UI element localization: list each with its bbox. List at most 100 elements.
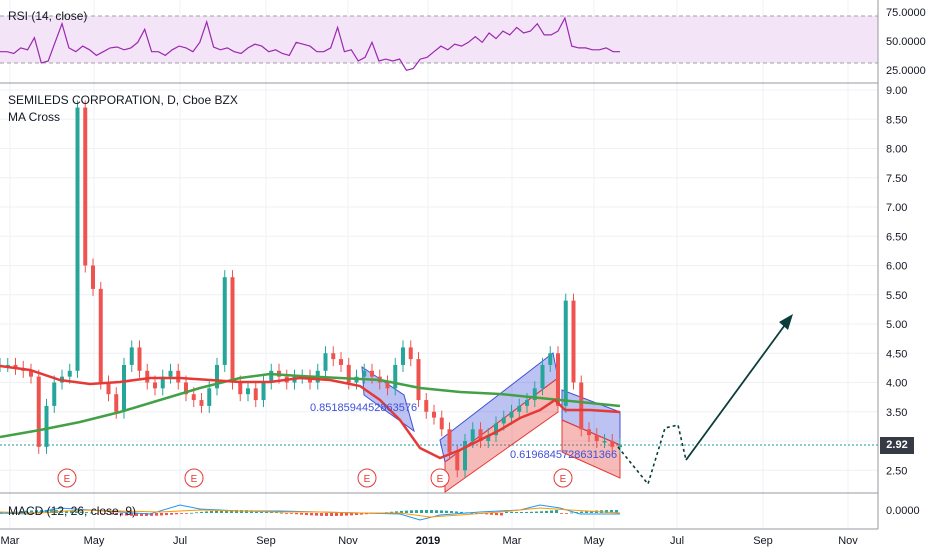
candle-body	[470, 429, 475, 441]
macd-bar	[80, 511, 83, 513]
macd-bar	[50, 510, 53, 513]
macd-bar	[295, 513, 298, 515]
projection-dotted-path	[617, 424, 687, 486]
macd-bar	[410, 510, 413, 513]
rsi-title: RSI (14, close)	[8, 9, 88, 23]
candle-body	[548, 353, 553, 365]
last-price-tag: 2.92	[880, 437, 914, 454]
macd-bar	[300, 513, 303, 515]
price-tick-label: 7.00	[886, 202, 907, 214]
price-tick-label: 3.50	[886, 407, 907, 419]
price-tick-label: 8.50	[886, 114, 907, 126]
macd-bar	[555, 510, 558, 513]
candle-body	[602, 441, 607, 443]
macd-bar	[435, 510, 438, 513]
candle-body	[91, 265, 95, 289]
candle-body	[269, 370, 274, 383]
candle-body	[610, 441, 615, 447]
macd-bar	[360, 513, 363, 515]
macd-bar	[460, 511, 463, 513]
candle-body	[191, 394, 196, 401]
macd-bar	[515, 511, 518, 513]
macd-bar	[75, 511, 78, 513]
candle-body	[36, 376, 41, 447]
candle-body	[532, 388, 537, 401]
macd-bar	[195, 512, 198, 514]
candle-body	[199, 400, 204, 406]
macd-bar	[545, 510, 548, 513]
candle-body	[393, 364, 398, 389]
macd-bar	[115, 513, 118, 515]
macd-bar	[570, 512, 573, 514]
macd-bar	[405, 510, 408, 513]
candle-body	[478, 429, 483, 441]
price-tick-label: 6.00	[886, 261, 907, 273]
macd-bar	[335, 513, 338, 516]
candle-body	[29, 370, 33, 377]
macd-bar	[355, 513, 358, 516]
price-tick-label: 2.50	[886, 465, 907, 477]
macd-bar	[235, 510, 238, 513]
time-tick-label: 2019	[416, 535, 440, 547]
earnings-marker-circle	[357, 468, 377, 488]
price-pane: 0.8518594452863576 0.6196845728631366 E E…	[0, 100, 878, 493]
macd-bar	[165, 513, 168, 516]
indicator-label: MA Cross	[8, 110, 61, 124]
macd-bar	[615, 510, 618, 513]
time-tick-label: Nov	[338, 535, 358, 547]
macd-bar	[320, 513, 323, 516]
macd-bar	[495, 513, 498, 516]
macd-bar	[65, 510, 68, 513]
earnings-marker-circle	[184, 468, 204, 488]
macd-bar	[415, 510, 418, 513]
candle-body	[408, 347, 413, 360]
price-tick-label: 7.50	[886, 173, 907, 185]
macd-bar	[180, 513, 183, 514]
macd-bar	[155, 513, 158, 516]
macd-bar	[560, 513, 563, 514]
macd-bar	[605, 510, 608, 513]
macd-bar	[305, 513, 308, 516]
macd-bar	[215, 510, 218, 513]
candle-body	[486, 435, 491, 441]
macd-bar	[505, 511, 508, 513]
rsi-line	[0, 16, 620, 71]
candle-body	[52, 382, 57, 406]
macd-bar	[120, 513, 123, 516]
macd-bar	[550, 510, 553, 513]
earnings-marker-circle	[553, 468, 573, 488]
macd-bar	[345, 513, 348, 516]
macd-bar	[160, 513, 163, 516]
macd-bar	[265, 511, 268, 513]
candle-body	[238, 382, 243, 395]
candle-body	[83, 107, 88, 266]
candle-body	[184, 382, 188, 395]
earnings-marker-label: E	[64, 474, 71, 485]
macd-bar	[290, 513, 293, 514]
macd-bar	[45, 510, 48, 513]
price-tick-label: 9.00	[886, 85, 907, 97]
candle-body	[215, 364, 219, 389]
macd-bar	[230, 510, 233, 513]
candle-body	[44, 405, 49, 447]
macd-bar	[70, 510, 73, 513]
macd-bar	[190, 512, 193, 514]
candle-body	[153, 382, 157, 389]
candle-body	[385, 382, 390, 389]
macd-bar	[610, 510, 613, 513]
macd-bar	[315, 513, 318, 516]
macd-bar	[125, 513, 128, 516]
macd-bar	[390, 511, 393, 513]
candle-body	[13, 364, 18, 368]
macd-bar	[130, 513, 133, 516]
falling-channel-lower	[561, 419, 621, 479]
candle-body	[137, 347, 142, 371]
earnings-marker-label: E	[560, 474, 567, 485]
macd-bar	[585, 511, 588, 513]
macd-bar	[205, 511, 208, 513]
macd-tick-label: 0.0000	[886, 505, 920, 517]
candle-body	[439, 417, 444, 430]
candle-body	[246, 388, 250, 395]
time-tick-label: Sep	[256, 535, 276, 547]
